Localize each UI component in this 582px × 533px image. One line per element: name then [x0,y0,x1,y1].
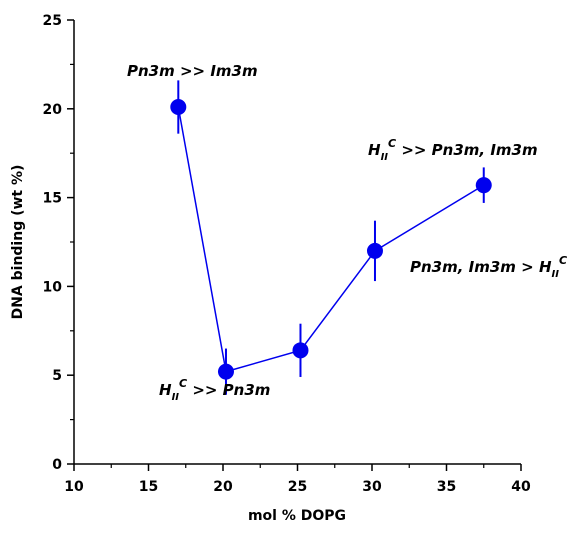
x-tick-label: 20 [213,479,233,495]
annotation-part: II [172,392,180,403]
annotation-part: Pn3m >> Im3m [127,62,258,80]
y-tick-label: 20 [43,102,63,118]
x-axis-label: mol % DOPG [248,508,346,524]
annotation: HII C >> Pn3m [159,377,270,403]
annotation-part: >> Pn3m, Im3m [396,141,538,159]
annotation-part: H [368,141,381,159]
x-tick-label: 25 [288,479,307,495]
point [170,99,187,116]
y-tick-label: 10 [43,279,63,295]
annotation: HII C >> Pn3m, Im3m [368,137,538,163]
y-tick-label: 15 [43,191,62,207]
annotation-part: II [381,152,389,163]
point [475,177,492,194]
y-tick-label: 5 [52,368,62,384]
annotation-part: C [179,377,187,390]
point [292,342,309,359]
annotation-part: H [159,381,172,399]
annotation-part: C [388,137,396,150]
annotation-part: C [559,254,567,267]
annotation-part: II [552,269,560,280]
y-axis-label: DNA binding (wt %) [10,165,26,320]
y-tick-label: 0 [52,457,62,473]
x-tick-label: 10 [64,479,84,495]
annotation-part: Pn3m, Im3m > H [410,258,552,276]
annotation: Pn3m >> Im3m [127,62,258,80]
x-tick-label: 40 [511,479,531,495]
point [366,242,383,259]
point [217,363,234,380]
annotation: Pn3m, Im3m > HII C [410,254,567,280]
x-tick-label: 30 [362,479,382,495]
x-tick-label: 15 [139,479,158,495]
x-tick-label: 35 [437,479,456,495]
annotation-part: >> Pn3m [187,381,270,399]
y-tick-label: 25 [43,13,62,29]
